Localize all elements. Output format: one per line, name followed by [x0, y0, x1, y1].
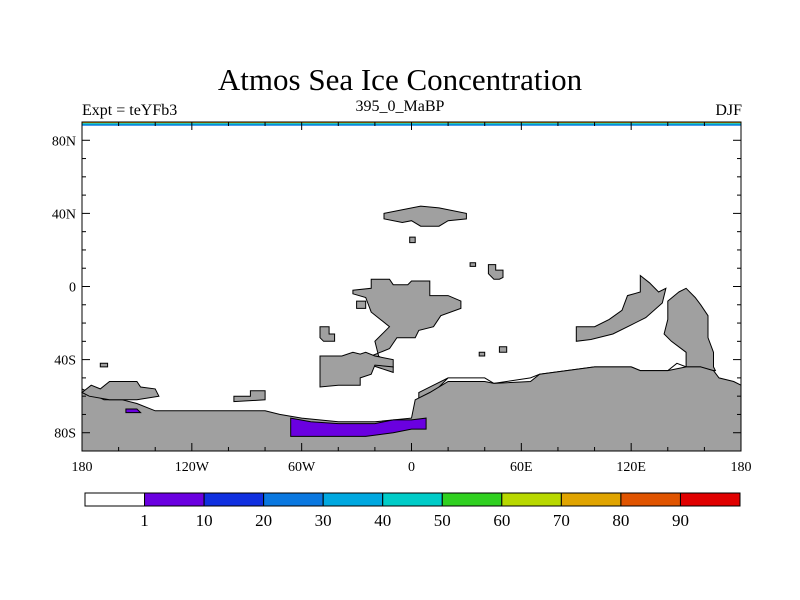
land-south-china-block: [352, 278, 462, 374]
colorbar-label: 40: [374, 511, 391, 530]
colorbar-label: 50: [434, 511, 451, 530]
land-small-island-h: [233, 390, 266, 403]
colorbar-box-8: [560, 492, 622, 507]
colorbar: 1 10 20 30 40 50 60 70 80 90: [84, 492, 741, 530]
colorbar-box-1: [144, 492, 205, 507]
colorbar-label: 30: [315, 511, 332, 530]
colorbar-label: 90: [672, 511, 689, 530]
colorbar-label: 60: [493, 511, 510, 530]
ice-ross-fleck: [125, 408, 142, 414]
x-tick-label: 60W: [288, 460, 316, 475]
y-tick-label: 40S: [54, 354, 76, 369]
period-label: 395_0_MaBP: [355, 98, 445, 115]
land-small-island-g: [498, 346, 508, 353]
colorbar-box-0: [84, 492, 146, 507]
land-west-gondwana-fragment: [319, 351, 394, 388]
colorbar-box-10: [679, 492, 741, 507]
colorbar-label: 80: [612, 511, 629, 530]
land-small-island-c: [487, 264, 504, 280]
land-small-island-a: [409, 236, 416, 244]
y-tick-label: 80N: [52, 134, 76, 149]
ice-weddell: [290, 417, 427, 437]
land-siberia-fragment: [383, 205, 467, 227]
colorbar-box-9: [620, 492, 681, 507]
land-east-arc-b: [418, 287, 717, 401]
land-small-island-e: [319, 326, 336, 342]
land-southern-continent: [81, 366, 742, 452]
colorbar-box-6: [441, 492, 503, 507]
colorbar-box-2: [203, 492, 265, 507]
colorbar-box-7: [501, 492, 562, 507]
x-tick-label: 180: [72, 460, 93, 475]
y-tick-label: 0: [69, 281, 76, 296]
colorbar-label: 1: [140, 511, 149, 530]
map-layer: [81, 122, 742, 452]
x-tick-label: 120E: [616, 460, 646, 475]
y-tick-label: 40N: [52, 207, 76, 222]
x-tick-label: 120W: [175, 460, 210, 475]
land-east-arc-a: [575, 274, 667, 342]
land-small-island-i: [99, 362, 109, 368]
colorbar-label: 20: [255, 511, 272, 530]
x-tick-label: 180: [731, 460, 752, 475]
x-tick-label: 0: [408, 460, 415, 475]
land-small-island-d: [356, 300, 367, 309]
colorbar-label: 10: [196, 511, 213, 530]
colorbar-box-5: [382, 492, 443, 507]
land-small-island-f: [478, 351, 486, 357]
land-cape-west: [81, 381, 160, 401]
y-tick-label: 80S: [54, 427, 76, 442]
x-tick-label: 60E: [510, 460, 533, 475]
chart-title: Atmos Sea Ice Concentration: [217, 62, 583, 97]
axis-layer: 180 120W 60W 0 60E 120E 180 80N 40N 0 40S 80S: [52, 121, 752, 475]
colorbar-box-3: [263, 492, 324, 507]
colorbar-box-4: [322, 492, 384, 507]
land-small-island-b: [469, 262, 477, 267]
colorbar-label: 70: [553, 511, 570, 530]
experiment-label: Expt = teYFb3: [82, 102, 178, 119]
season-label: DJF: [715, 102, 742, 119]
